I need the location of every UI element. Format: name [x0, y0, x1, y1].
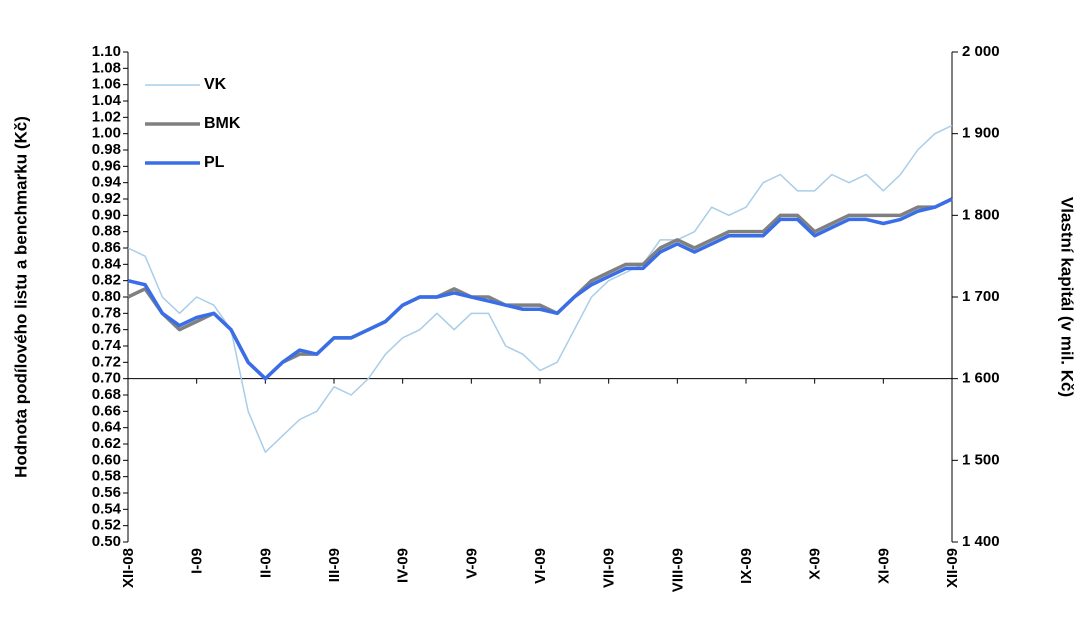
- y-tick-label: 0.86: [92, 239, 121, 256]
- y-tick-label: 0.88: [92, 223, 121, 240]
- x-tick-label: X-09: [807, 548, 824, 580]
- y-tick-label: 0.58: [92, 468, 121, 485]
- legend-label: PL: [204, 154, 225, 171]
- y-tick-label: 1.02: [92, 108, 121, 125]
- x-tick-label: VIII-09: [669, 548, 686, 592]
- series-line: [127, 197, 953, 381]
- x-tick-label: XI-09: [875, 548, 892, 584]
- y-tick-label: 0.96: [92, 157, 121, 174]
- x-tick-label: IX-09: [738, 548, 755, 584]
- y-tick-label: 0.64: [92, 419, 122, 436]
- y-tick-label: 0.82: [92, 272, 121, 289]
- y-tick-label: 0.90: [92, 206, 121, 223]
- x-tick-label: IV-09: [395, 548, 412, 583]
- y-tick-label: 0.74: [92, 337, 122, 354]
- y2-tick-label: 2 000: [962, 43, 1000, 60]
- y2-tick-label: 1 500: [962, 451, 1000, 468]
- y-tick-label: 1.10: [92, 43, 121, 60]
- y-tick-label: 0.92: [92, 190, 121, 207]
- y-tick-label: 0.56: [92, 484, 121, 501]
- y-tick-label: 0.78: [92, 304, 121, 321]
- y-tick-label: 1.06: [92, 76, 121, 93]
- series-line: [127, 124, 953, 453]
- y-tick-label: 0.84: [92, 255, 122, 272]
- y-tick-label: 0.52: [92, 517, 121, 534]
- x-tick-label: VI-09: [532, 548, 549, 584]
- x-tick-label: II-09: [257, 548, 274, 578]
- y2-tick-label: 1 800: [962, 206, 1000, 223]
- series-line: [127, 197, 953, 381]
- y-tick-label: 1.08: [92, 59, 121, 76]
- y2-tick-label: 1 900: [962, 125, 1000, 142]
- y2-axis-title: Vlastní kapitál (v mil. Kč): [1058, 197, 1077, 397]
- y-tick-label: 0.50: [92, 533, 121, 550]
- y-tick-label: 0.80: [92, 288, 121, 305]
- y2-tick-label: 1 600: [962, 370, 1000, 387]
- y-tick-label: 0.68: [92, 386, 121, 403]
- x-tick-label: XII-08: [120, 548, 137, 588]
- y-axis-title: Hodnota podílového listu a benchmarku (K…: [11, 116, 30, 478]
- x-tick-label: III-09: [326, 548, 343, 582]
- x-tick-label: V-09: [463, 548, 480, 579]
- legend-label: VK: [204, 76, 227, 93]
- y-tick-label: 0.54: [92, 500, 122, 517]
- legend-label: BMK: [204, 115, 241, 132]
- y-tick-label: 0.60: [92, 451, 121, 468]
- y-tick-label: 0.66: [92, 402, 121, 419]
- y2-tick-label: 1 700: [962, 288, 1000, 305]
- y-tick-label: 0.94: [92, 174, 122, 191]
- x-tick-label: XII-09: [944, 548, 961, 588]
- x-tick-label: I-09: [189, 548, 206, 574]
- y-tick-label: 1.04: [92, 92, 122, 109]
- y-tick-label: 1.00: [92, 125, 121, 142]
- x-tick-label: VII-09: [601, 548, 618, 588]
- y-tick-label: 0.76: [92, 321, 121, 338]
- y2-tick-label: 1 400: [962, 533, 1000, 550]
- y-tick-label: 0.98: [92, 141, 121, 158]
- y-tick-label: 0.62: [92, 435, 121, 452]
- y-tick-label: 0.72: [92, 353, 121, 370]
- y-tick-label: 0.70: [92, 370, 121, 387]
